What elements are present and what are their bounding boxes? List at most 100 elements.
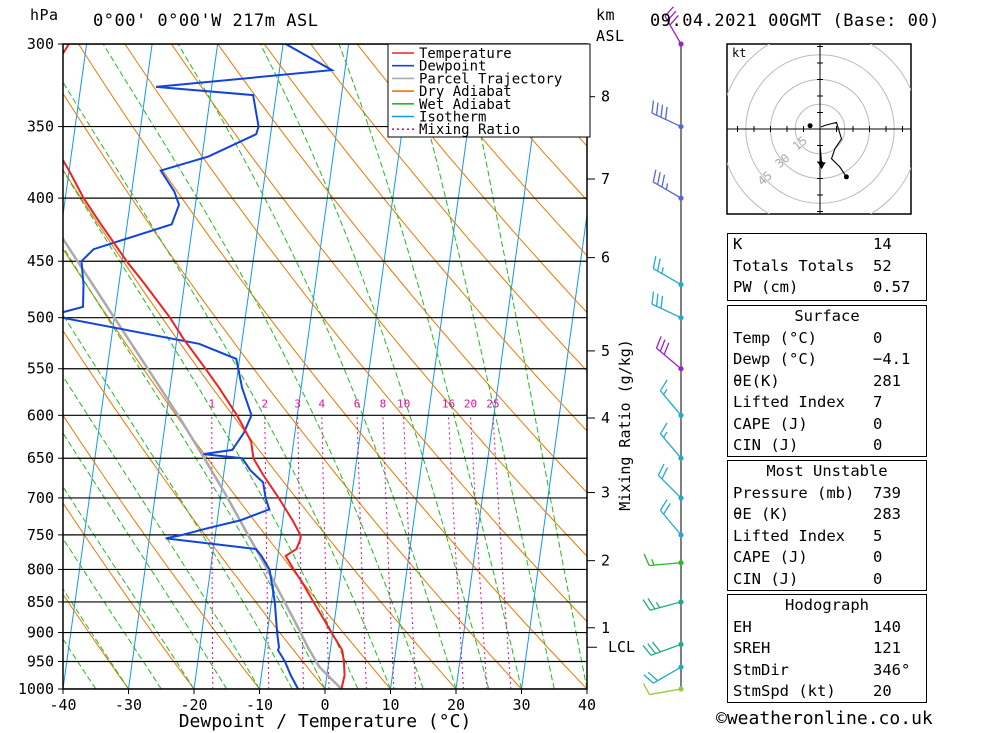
dry-adiabat-line	[78, 44, 587, 689]
wind-barb-staff	[652, 267, 682, 286]
isotherm-line	[63, 44, 88, 219]
wind-barb-feather	[655, 336, 662, 349]
index-value: 739	[873, 483, 901, 502]
wet-adiabat-line	[63, 537, 162, 689]
pressure-tick-label: 400	[27, 189, 54, 207]
mixing-ratio-label: 25	[486, 397, 499, 410]
isotherm-line	[521, 211, 587, 689]
index-value: 0	[873, 436, 883, 454]
legend-entry: Parcel Trajectory	[419, 71, 562, 87]
index-label: PW (cm)	[733, 278, 799, 296]
plot-area: 1 2 3 4 6 8 10 16 20 25	[0, 44, 587, 689]
wind-barb-dot	[678, 599, 684, 605]
wind-barb-dot	[678, 41, 684, 47]
index-label: EH	[733, 617, 752, 636]
parcel-trajectory-curve	[63, 236, 343, 689]
wind-barb-staff	[664, 15, 682, 45]
wind-barb-feather	[663, 342, 670, 355]
wind-barb-staff	[652, 666, 682, 684]
height-tick-label: 1	[601, 619, 610, 637]
mixing-ratio-label: 2	[261, 397, 268, 410]
index-label: Totals Totals	[733, 256, 855, 275]
mixing-ratio-label: 4	[318, 397, 325, 410]
dry-adiabat-line	[403, 44, 587, 257]
wind-barb-feather	[650, 559, 655, 566]
wind-barb-feather	[647, 598, 656, 610]
temperature-tick-label: 10	[381, 696, 399, 714]
wind-barb-dot	[678, 412, 684, 418]
wind-barb-feather	[661, 267, 664, 274]
dry-adiabat-line	[170, 44, 587, 557]
wind-barb-staff	[657, 474, 682, 499]
index-value: 14	[873, 235, 892, 253]
wind-barb	[659, 379, 684, 418]
wind-barb-feather	[661, 467, 669, 480]
index-label: StmSpd (kt)	[733, 682, 836, 700]
index-row: Lifted Index 7	[728, 392, 926, 414]
wind-barb-feather	[643, 553, 650, 566]
index-box-most-unstable: Most Unstable Pressure (mb) 739 θE (K) 283 L…	[727, 460, 927, 591]
wind-barb-staff	[652, 181, 682, 199]
index-value: 0	[873, 328, 883, 347]
wind-barb-feather	[656, 172, 661, 185]
index-label: Temp (°C)	[733, 328, 817, 347]
wind-barb-feather	[651, 641, 661, 653]
hodograph-unit-label: kt	[732, 46, 746, 60]
temperature-tick-label: 40	[578, 696, 596, 714]
wet-adiabat-line	[338, 44, 522, 689]
hodograph-end-dot	[843, 174, 849, 180]
index-value: 52	[873, 256, 892, 275]
wind-barb	[642, 683, 684, 696]
wind-barb-feather	[663, 388, 668, 395]
wind-barb-staff	[659, 433, 682, 459]
index-value: 20	[873, 682, 892, 700]
isotherm-line	[324, 44, 415, 689]
wind-barb-feather	[664, 106, 668, 120]
index-row: StmDir 346°	[728, 660, 926, 682]
index-value: 281	[873, 371, 901, 390]
wind-barb-feather	[660, 104, 664, 118]
pressure-tick-label: 450	[27, 252, 54, 270]
wind-barb	[642, 598, 684, 611]
index-label: K	[733, 235, 743, 253]
isotherm-line	[0, 44, 21, 689]
height-tick-label: 6	[601, 249, 610, 267]
wind-barb-feather	[655, 601, 661, 608]
storm-motion-vector	[819, 145, 823, 166]
index-value: 121	[873, 639, 901, 657]
temperature-tick-label: -20	[180, 696, 207, 714]
wind-barb-feather	[669, 15, 679, 26]
wet-adiabat-line	[177, 44, 457, 689]
temperature-tick-label: -30	[115, 696, 142, 714]
pressure-tick-label: 800	[27, 561, 54, 579]
dry-adiabat-line	[63, 169, 457, 689]
wind-barb-feather	[642, 599, 651, 611]
index-value: 283	[873, 505, 901, 523]
index-label: Pressure (mb)	[733, 483, 855, 502]
wind-barb-feather	[652, 255, 657, 269]
dry-adiabat-line	[310, 44, 587, 372]
legend-entry: Dry Adiabat	[419, 84, 512, 100]
wet-adiabat-line	[63, 313, 293, 689]
wind-barb-feather	[659, 379, 668, 392]
wind-barb-feather	[660, 295, 664, 309]
index-label: θE (K)	[733, 505, 789, 523]
wind-barb	[643, 553, 684, 567]
wind-barb	[642, 641, 684, 656]
wind-barb-feather	[655, 293, 659, 307]
pressure-tick-label: 650	[27, 449, 54, 467]
km-unit-label: km	[596, 6, 616, 24]
wind-barb-dot	[678, 455, 684, 461]
wind-barb-feather	[647, 643, 657, 654]
surface-title: Surface	[794, 307, 860, 325]
hpa-unit-label: hPa	[30, 6, 59, 24]
dry-adiabat-line	[356, 44, 587, 314]
mixing-ratio-line	[382, 415, 395, 689]
temperature-tick-label: -10	[246, 696, 273, 714]
height-tick-label: 5	[601, 342, 610, 360]
index-box-hodograph: Hodograph EH 140 SREH 121 StmDir 346° StmSpd (…	[727, 594, 927, 703]
wind-barb	[664, 6, 684, 47]
wind-barb-feather	[643, 674, 654, 684]
